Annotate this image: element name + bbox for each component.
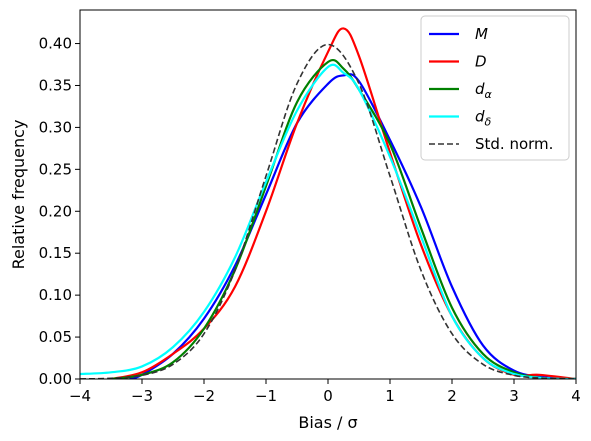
x-tick-label: −2 (193, 387, 215, 405)
series-line-0 (129, 73, 576, 379)
x-tick-label: −4 (69, 387, 91, 405)
y-tick-label: 0.20 (39, 202, 72, 220)
series-line-3 (80, 63, 576, 379)
legend-label-text: D (475, 53, 487, 71)
x-tick-label: −3 (131, 387, 153, 405)
y-tick-label: 0.25 (39, 160, 72, 178)
series-line-4 (80, 43, 576, 379)
legend-label-text: M (475, 25, 488, 43)
series-line-2 (110, 58, 576, 379)
legend-label-subscript: α (485, 88, 493, 101)
legend-box (420, 15, 570, 161)
x-axis: −4 −3 −2 −1 0 1 2 3 4 (69, 379, 581, 405)
y-axis-label: Relative frequency (9, 120, 28, 270)
legend-label: M (475, 25, 488, 43)
plot-area (79, 9, 577, 380)
legend-label-text: Std. norm. (475, 135, 553, 153)
x-tick-label: 2 (447, 387, 457, 405)
legend-label: D (475, 53, 487, 71)
series-layer (80, 27, 576, 379)
legend-label: Std. norm. (475, 135, 553, 153)
legend-label-text: d (475, 108, 485, 126)
y-tick-label: 0.00 (39, 370, 72, 388)
y-tick-label: 0.05 (39, 328, 72, 346)
legend-label-subscript: δ (485, 116, 492, 129)
x-axis-label: Bias / σ (298, 413, 357, 432)
legend-label: dδ (475, 108, 492, 129)
y-tick-label: 0.30 (39, 118, 72, 136)
x-tick-label: −1 (255, 387, 277, 405)
legend-label: dα (475, 80, 493, 101)
legend-label-text: d (475, 80, 485, 98)
x-tick-label: 4 (571, 387, 581, 405)
x-tick-label: 0 (323, 387, 333, 405)
y-axis: 0.00 0.05 0.10 0.15 0.20 0.25 0.30 0.35 0.40 (39, 35, 80, 388)
x-tick-label: 1 (385, 387, 395, 405)
y-tick-label: 0.35 (39, 76, 72, 94)
x-tick-label: 3 (509, 387, 519, 405)
y-tick-label: 0.10 (39, 286, 72, 304)
y-tick-label: 0.40 (39, 35, 72, 53)
y-tick-label: 0.15 (39, 244, 72, 262)
